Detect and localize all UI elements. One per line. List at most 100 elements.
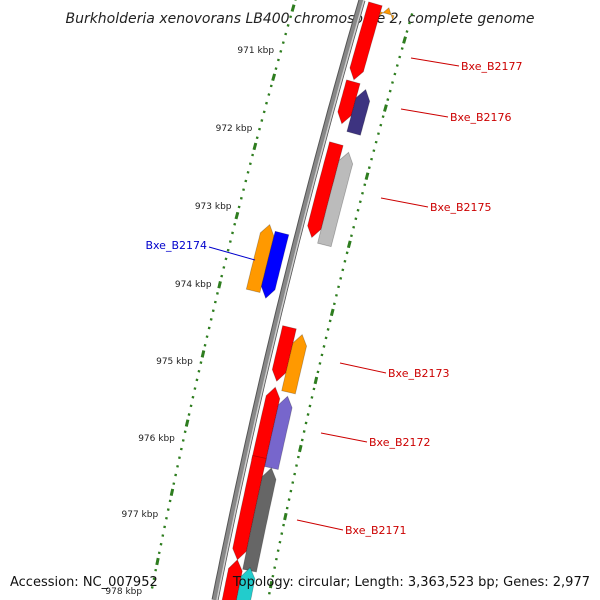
outer-tick <box>356 208 360 212</box>
outer-tick <box>391 81 394 84</box>
backbone-line <box>212 0 365 600</box>
inner-tick <box>207 326 211 330</box>
tick-marks: 971 kbp 972 kbp 973 kbp 974 kbp 975 kbp 976 k… <box>105 0 414 597</box>
outer-tick <box>326 327 330 331</box>
inner-tick <box>209 317 213 321</box>
genome-title: Burkholderia xenovorans LB400 chromosome… <box>65 11 534 27</box>
leader-line <box>320 432 368 443</box>
outer-tick <box>328 319 332 323</box>
leader-line <box>380 197 429 208</box>
inner-tick <box>191 395 195 399</box>
inner-tick <box>290 4 296 12</box>
inner-tick <box>252 142 258 151</box>
inner-tick <box>157 551 161 555</box>
gene-label[interactable]: Bxe_B2171 <box>345 524 407 537</box>
outer-tick <box>393 72 397 76</box>
inner-tick <box>242 188 245 191</box>
gene-label[interactable]: Bxe_B2173 <box>388 367 450 380</box>
outer-tick <box>361 191 364 195</box>
outer-tick <box>313 376 319 385</box>
gene-arrow[interactable] <box>378 7 395 21</box>
gene-arrow[interactable] <box>346 88 371 136</box>
inner-tick <box>150 586 154 589</box>
inner-tick <box>262 110 266 114</box>
outer-tick <box>337 285 340 289</box>
topology-text: Topology: circular; Length: 3,363,523 bp… <box>232 575 590 590</box>
inner-tick <box>205 335 209 338</box>
outer-tick <box>276 549 280 552</box>
inner-tick <box>258 127 261 131</box>
gene-arrow[interactable] <box>317 151 354 248</box>
leader-line <box>339 362 387 374</box>
inner-tick <box>224 257 228 261</box>
outer-tick <box>383 104 388 112</box>
inner-tick <box>294 0 297 1</box>
gene-arrow[interactable] <box>349 1 383 81</box>
inner-tick <box>279 49 283 53</box>
gene-label[interactable]: Bxe_B2174 <box>145 239 207 252</box>
gene-label[interactable]: Bxe_B2175 <box>430 201 492 214</box>
inner-tick <box>248 162 252 166</box>
leader-line <box>410 57 460 67</box>
backbone-outline <box>211 0 366 600</box>
outer-tick <box>370 157 373 161</box>
gene-label[interactable]: Bxe_B2172 <box>369 436 431 449</box>
leader-line <box>208 246 256 261</box>
outer-tick <box>329 308 335 317</box>
gene-arrow[interactable] <box>232 455 267 561</box>
outer-tick <box>377 132 380 135</box>
gene-arrow[interactable] <box>337 79 361 125</box>
inner-tick <box>159 542 163 546</box>
inner-tick <box>193 387 197 390</box>
inner-tick <box>271 73 277 82</box>
inner-tick <box>197 369 201 373</box>
gene-arrow[interactable] <box>271 325 297 382</box>
inner-tick <box>195 378 199 382</box>
inner-tick <box>183 430 187 434</box>
inner-tick <box>216 292 219 295</box>
inner-tick <box>239 196 243 200</box>
gene-arrow[interactable] <box>236 566 256 600</box>
gene-features <box>221 1 395 600</box>
outer-tick <box>268 580 274 589</box>
outer-tick <box>352 225 356 229</box>
outer-tick <box>395 64 399 67</box>
chromosome-backbone <box>211 0 366 600</box>
outer-tick <box>388 89 392 93</box>
inner-tick <box>166 508 170 511</box>
outer-tick <box>398 55 402 59</box>
inner-tick <box>269 84 273 88</box>
outer-tick <box>339 276 343 280</box>
gene-labels: Bxe_B2177 Bxe_B2176 Bxe_B2175 Bxe_B2174 Bxe_… <box>145 57 523 537</box>
inner-tick <box>174 473 178 477</box>
outer-tick <box>381 115 385 119</box>
gene-arrow[interactable] <box>221 559 243 600</box>
gene-label[interactable]: Bxe_B2177 <box>461 60 523 73</box>
outer-tick <box>367 166 371 170</box>
gene-arrow[interactable] <box>264 395 293 470</box>
outer-tick <box>350 234 353 238</box>
outer-tick <box>354 217 358 221</box>
inner-tick <box>228 240 232 243</box>
outer-tick <box>302 430 306 433</box>
outer-tick <box>322 344 326 348</box>
inner-tick <box>213 300 217 304</box>
inner-tick <box>184 419 190 427</box>
inner-tick <box>274 67 278 71</box>
outer-tick <box>293 472 297 476</box>
leader-line <box>296 519 344 531</box>
inner-tick <box>181 439 185 442</box>
gene-label[interactable]: Bxe_B2176 <box>450 111 512 124</box>
outer-tick <box>400 47 404 50</box>
gene-arrow[interactable] <box>260 230 290 299</box>
outer-tick <box>386 98 390 102</box>
kbp-tick-label: 978 kbp <box>105 587 142 597</box>
outer-tick <box>312 387 316 391</box>
gene-arrow[interactable] <box>281 333 308 395</box>
outer-tick <box>335 294 338 297</box>
inner-tick <box>189 404 193 408</box>
inner-tick <box>267 93 271 96</box>
kbp-tick-label: 973 kbp <box>195 202 232 212</box>
inner-tick <box>187 413 191 416</box>
gene-arrow[interactable] <box>307 141 344 239</box>
